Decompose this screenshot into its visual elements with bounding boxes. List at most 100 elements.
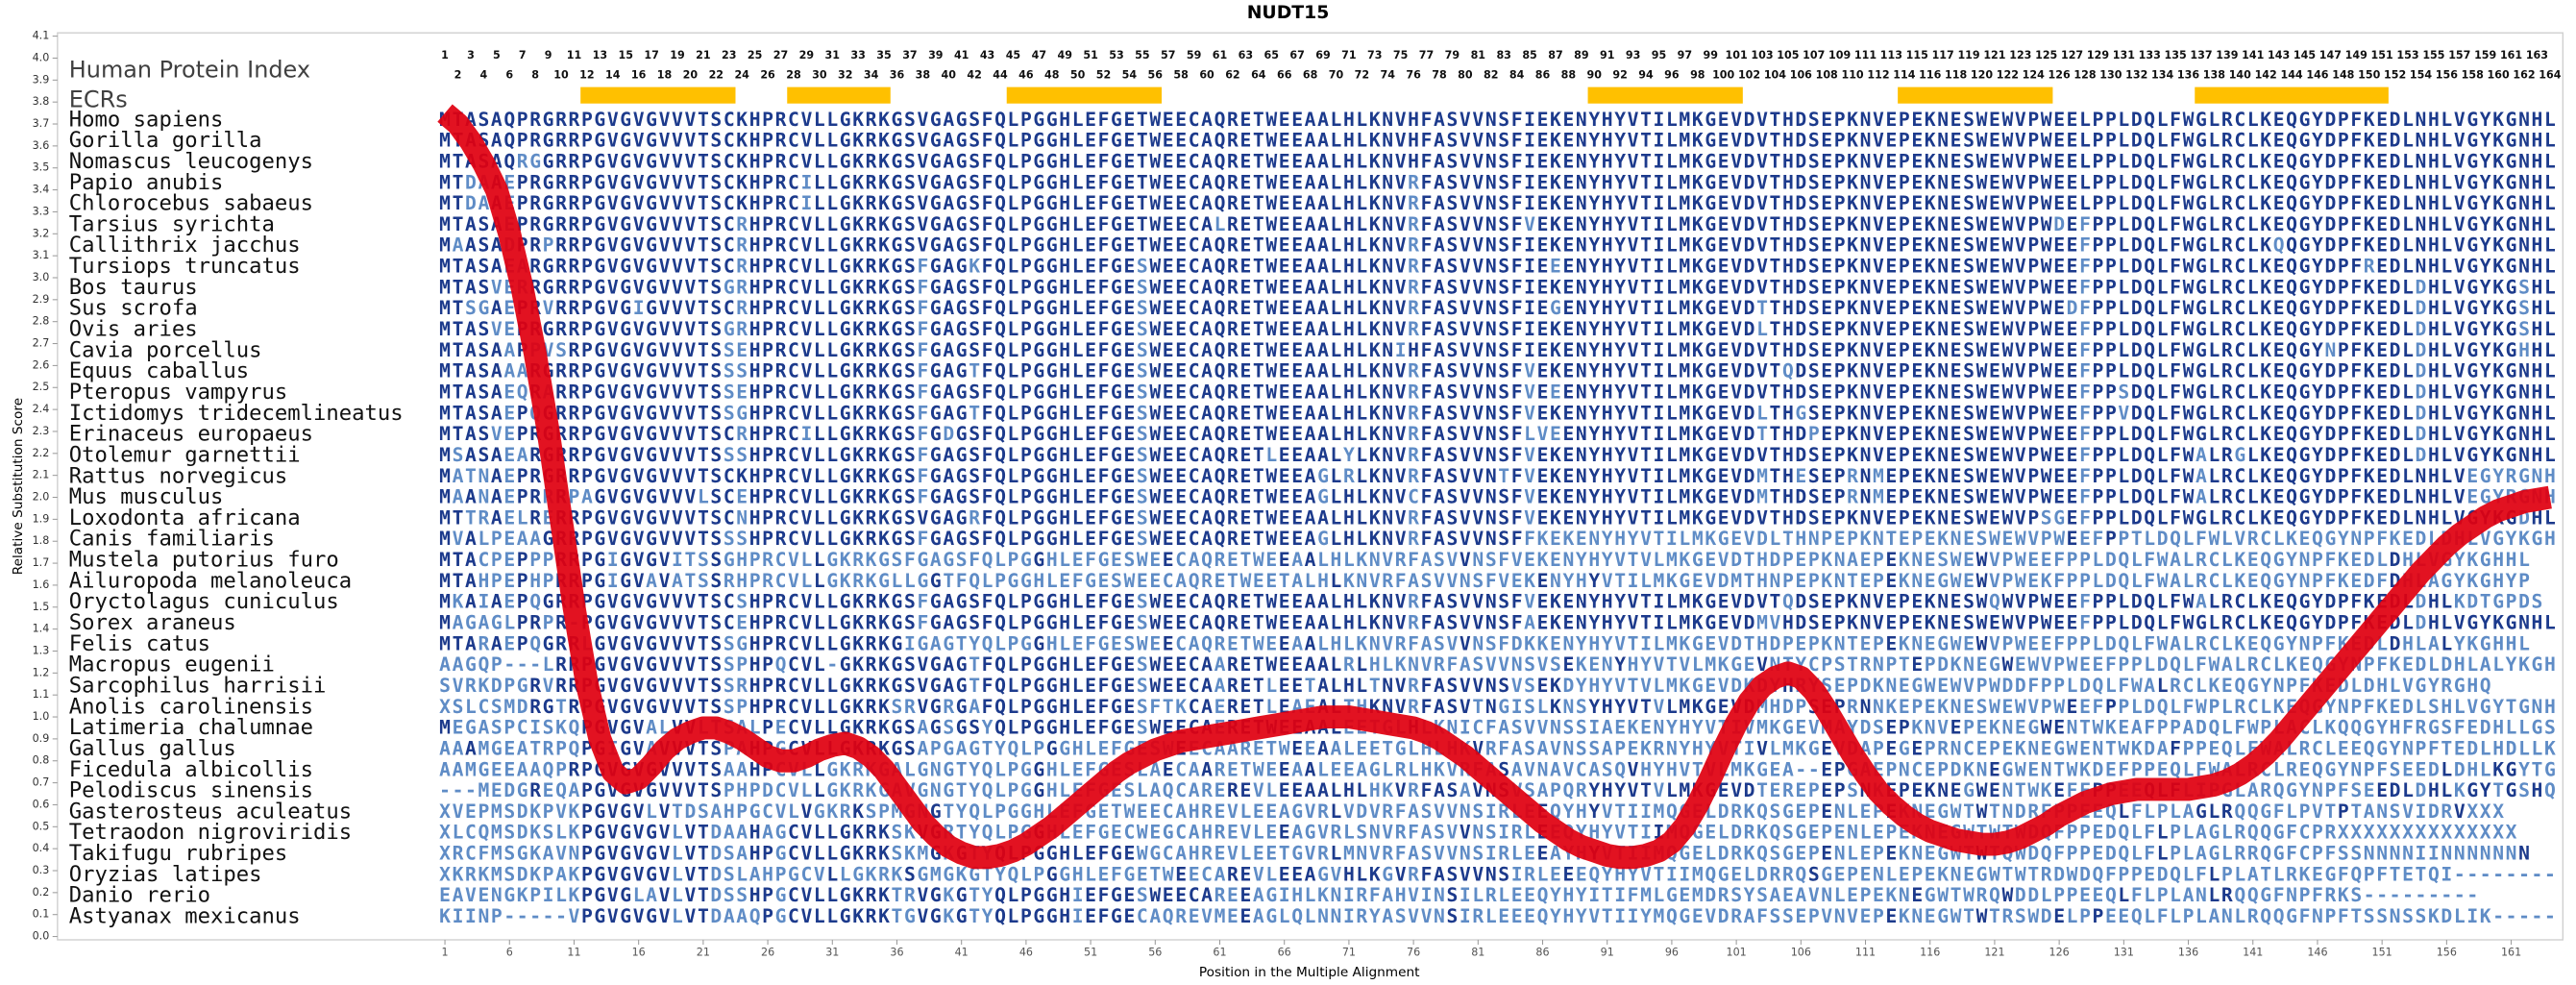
residue: G [646, 212, 657, 234]
x-axis-label: Position in the Multiple Alignment [1199, 965, 1420, 980]
residue: L [2157, 464, 2169, 486]
residue: G [1046, 318, 1058, 340]
residue: E [1562, 402, 1574, 424]
y-tick-label: 4.0 [33, 51, 50, 63]
residue: E [1821, 297, 1832, 319]
residue: A [465, 632, 477, 654]
residue: C [1189, 318, 1200, 340]
residue: P [1899, 192, 1910, 214]
residue: R [2221, 192, 2233, 214]
x-tick-label: 161 [2501, 947, 2521, 959]
residue: E [1537, 402, 1549, 424]
residue: L [2157, 402, 2169, 424]
residue: E [1821, 359, 1832, 382]
residue: W [1976, 443, 1988, 465]
residue: G [956, 359, 968, 382]
residue: C [2234, 338, 2245, 360]
residue: L [2118, 150, 2129, 172]
residue: P [2338, 443, 2349, 465]
residue: L [2466, 653, 2478, 676]
residue: L [2544, 506, 2556, 529]
residue: V [1614, 675, 1626, 697]
residue: C [724, 611, 735, 633]
residue: L [2196, 675, 2207, 697]
residue: P [2027, 443, 2039, 465]
residue: Y [1614, 318, 1626, 340]
residue: V [1873, 297, 1884, 319]
residue: P [2105, 129, 2117, 151]
residue: Q [994, 464, 1006, 486]
residue: G [1705, 318, 1716, 340]
residue: C [2234, 318, 2245, 340]
residue: T [1847, 632, 1858, 654]
residue: D [1744, 150, 1755, 172]
residue: C [2234, 423, 2245, 445]
residue: R [866, 611, 877, 633]
residue: V [1460, 590, 1471, 612]
residue: Y [2480, 611, 2491, 633]
residue: P [1899, 129, 1910, 151]
residue: V [2454, 297, 2466, 319]
residue: G [620, 528, 631, 550]
residue: A [517, 528, 528, 550]
residue: F [2079, 402, 2091, 424]
residue: E [2053, 150, 2065, 172]
residue: P [994, 569, 1006, 591]
residue: G [594, 234, 605, 256]
residue: W [2183, 318, 2195, 340]
residue: E [2067, 129, 2078, 151]
residue: M [1679, 506, 1690, 529]
residue: P [1834, 108, 1846, 130]
residue: V [1756, 381, 1768, 403]
residue: Q [2144, 150, 2155, 172]
residue: K [878, 359, 890, 382]
residue: L [814, 297, 825, 319]
residue: L [2209, 359, 2220, 382]
residue: H [1059, 297, 1070, 319]
residue: L [2544, 423, 2556, 445]
residue: E [1175, 297, 1187, 319]
residue: S [478, 318, 489, 340]
residue: L [1356, 338, 1367, 360]
residue: A [943, 297, 954, 319]
residue: W [1265, 590, 1277, 612]
residue: E [1279, 297, 1290, 319]
residue: P [2079, 569, 2091, 591]
residue: E [1562, 192, 1574, 214]
residue: V [1524, 506, 1535, 529]
residue: S [1963, 381, 1975, 403]
residue: V [1524, 212, 1535, 234]
residue: W [1265, 338, 1277, 360]
residue: H [1059, 653, 1070, 676]
residue: R [2221, 255, 2233, 277]
residue: S [1524, 675, 1535, 697]
residue: K [1369, 276, 1381, 298]
residue: E [1718, 234, 1730, 256]
residue: V [1472, 108, 1484, 130]
residue: L [1756, 318, 1768, 340]
residue: G [840, 485, 851, 507]
residue: E [1885, 381, 1897, 403]
residue: G [1705, 485, 1716, 507]
position-index: 31 [825, 49, 840, 62]
residue: W [1149, 276, 1161, 298]
residue: W [1265, 485, 1277, 507]
residue: A [943, 150, 954, 172]
residue: E [1123, 528, 1135, 550]
residue: T [1253, 443, 1264, 465]
residue: L [1008, 653, 1019, 676]
residue: H [1331, 632, 1342, 654]
residue: K [1925, 297, 1936, 319]
residue: V [800, 318, 812, 340]
residue: V [1395, 611, 1407, 633]
residue: R [1227, 192, 1239, 214]
residue: V [1472, 464, 1484, 486]
residue: W [1976, 297, 1988, 319]
residue: N [1382, 255, 1393, 277]
residue: Q [2144, 171, 2155, 193]
residue: E [1718, 443, 1730, 465]
residue: Y [1614, 276, 1626, 298]
residue: G [594, 150, 605, 172]
residue: A [646, 569, 657, 591]
residue: K [1666, 569, 1678, 591]
